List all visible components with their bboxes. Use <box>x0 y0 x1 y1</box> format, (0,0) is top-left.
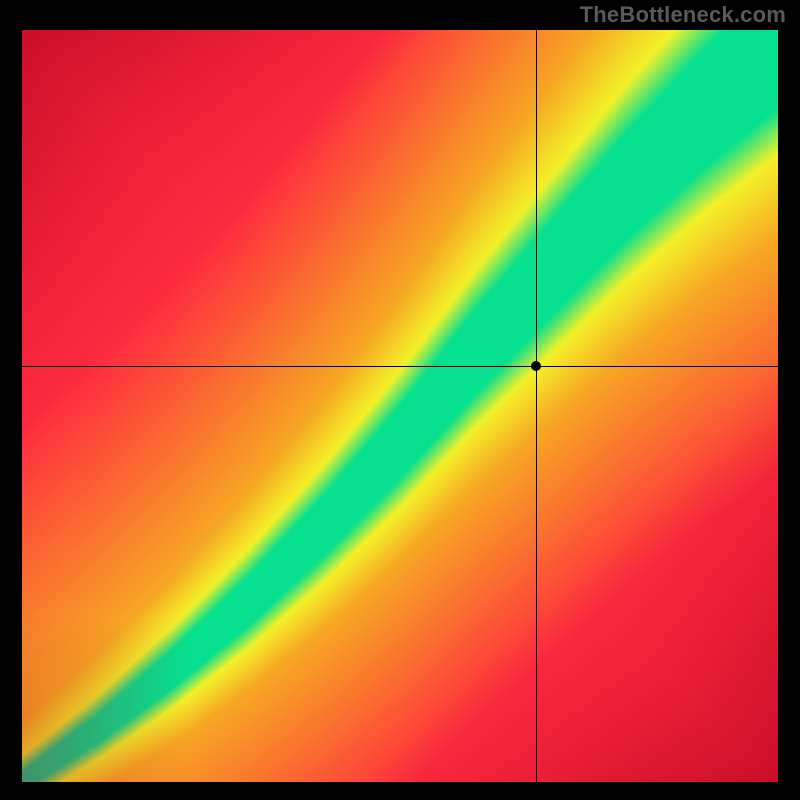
heatmap-plot <box>22 30 778 782</box>
crosshair-horizontal <box>22 366 778 367</box>
crosshair-marker <box>531 361 541 371</box>
crosshair-vertical <box>536 30 537 782</box>
watermark-text: TheBottleneck.com <box>580 2 786 28</box>
heatmap-canvas <box>22 30 778 782</box>
